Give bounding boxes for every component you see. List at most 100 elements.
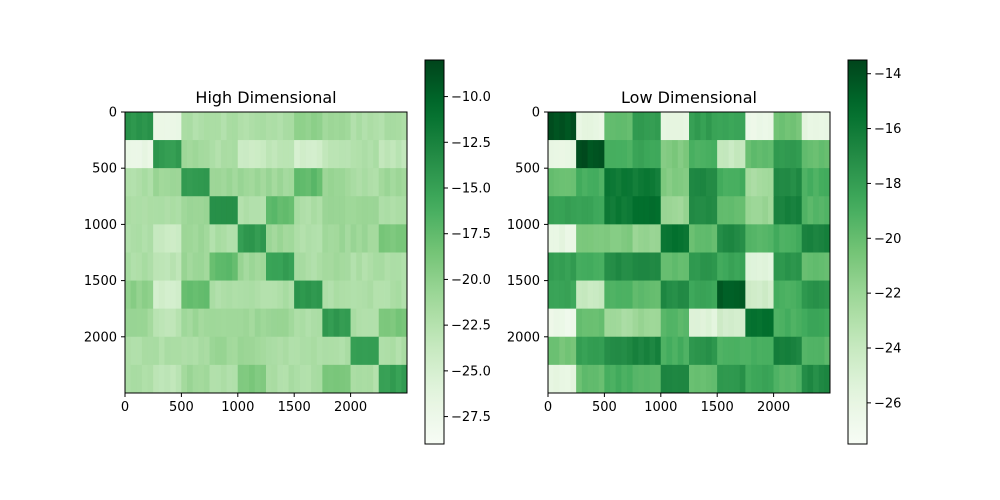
heatmap-texture bbox=[187, 140, 193, 169]
heatmap-texture bbox=[739, 336, 746, 366]
heatmap-texture bbox=[226, 168, 233, 197]
x-tick-label: 0 bbox=[544, 400, 552, 415]
y-axis: 0 500 1000 1500 2000 bbox=[507, 106, 548, 345]
heatmap-texture bbox=[756, 308, 763, 337]
heatmap-texture bbox=[643, 140, 650, 169]
heatmap-texture bbox=[548, 308, 554, 337]
heatmap-texture bbox=[147, 280, 154, 309]
heatmap-texture bbox=[655, 308, 661, 337]
heatmap-texture bbox=[192, 224, 199, 253]
heatmap-texture bbox=[689, 112, 695, 141]
heatmap-texture bbox=[361, 168, 368, 197]
heatmap-texture bbox=[694, 224, 701, 253]
heatmap-texture bbox=[226, 224, 233, 253]
heatmap-texture bbox=[294, 168, 301, 197]
heatmap-texture bbox=[615, 252, 622, 281]
heatmap-cells bbox=[125, 112, 408, 394]
heatmap-texture bbox=[164, 168, 171, 197]
heatmap-texture bbox=[187, 112, 193, 141]
heatmap-texture bbox=[807, 336, 814, 366]
heatmap-texture bbox=[790, 308, 797, 337]
heatmap-texture bbox=[141, 308, 148, 337]
heatmap-texture bbox=[632, 308, 639, 337]
heatmap-texture bbox=[734, 168, 740, 197]
heatmap-texture bbox=[170, 196, 176, 225]
colorbar-tick-label: −12.5 bbox=[451, 136, 491, 151]
heatmap-texture bbox=[187, 252, 193, 281]
heatmap-texture bbox=[181, 280, 188, 309]
heatmap-texture bbox=[254, 364, 261, 394]
heatmap-texture bbox=[299, 364, 306, 394]
heatmap-texture bbox=[649, 224, 656, 253]
heatmap-texture bbox=[266, 364, 272, 394]
heatmap-texture bbox=[175, 168, 182, 197]
heatmap-texture bbox=[390, 336, 396, 366]
heatmap-texture bbox=[350, 196, 357, 225]
heatmap-texture bbox=[705, 196, 712, 225]
heatmap-texture bbox=[401, 168, 408, 197]
heatmap-texture bbox=[299, 112, 306, 141]
heatmap-texture bbox=[243, 336, 250, 366]
heatmap-texture bbox=[378, 140, 385, 169]
heatmap-texture bbox=[175, 308, 182, 337]
plot-frame bbox=[547, 111, 831, 394]
heatmap-texture bbox=[339, 224, 346, 253]
heatmap-texture bbox=[401, 280, 408, 309]
heatmap-texture bbox=[170, 112, 176, 141]
heatmap-texture bbox=[260, 252, 267, 281]
heatmap-texture bbox=[243, 364, 250, 394]
heatmap-texture bbox=[344, 112, 351, 141]
heatmap-texture bbox=[288, 364, 295, 394]
heatmap-texture bbox=[328, 112, 334, 141]
heatmap-texture bbox=[734, 196, 740, 225]
heatmap-texture bbox=[378, 308, 385, 337]
heatmap-texture bbox=[390, 252, 396, 281]
heatmap-texture bbox=[751, 336, 757, 366]
heatmap-texture bbox=[367, 196, 374, 225]
heatmap-texture bbox=[818, 364, 825, 394]
heatmap-texture bbox=[192, 308, 199, 337]
heatmap-texture bbox=[773, 280, 780, 309]
heatmap-texture bbox=[762, 308, 769, 337]
heatmap-texture bbox=[344, 140, 351, 169]
heatmap-texture bbox=[361, 308, 368, 337]
heatmap-texture bbox=[728, 336, 735, 366]
heatmap-texture bbox=[294, 252, 301, 281]
heatmap-texture bbox=[593, 168, 599, 197]
heatmap-texture bbox=[390, 168, 396, 197]
heatmap-texture bbox=[553, 224, 560, 253]
heatmap-texture bbox=[643, 224, 650, 253]
heatmap-texture bbox=[700, 252, 707, 281]
heatmap-texture bbox=[305, 364, 312, 394]
heatmap-texture bbox=[390, 280, 396, 309]
heatmap-texture bbox=[333, 336, 340, 366]
heatmap-texture bbox=[130, 140, 137, 169]
chart-title: Low Dimensional bbox=[621, 88, 757, 107]
heatmap-texture bbox=[570, 280, 577, 309]
heatmap-texture bbox=[553, 364, 560, 394]
heatmap-texture bbox=[136, 364, 143, 394]
heatmap-texture bbox=[141, 336, 148, 366]
heatmap-texture bbox=[395, 168, 402, 197]
heatmap-texture bbox=[305, 224, 312, 253]
heatmap-texture bbox=[807, 140, 814, 169]
heatmap-texture bbox=[187, 168, 193, 197]
heatmap-texture bbox=[767, 280, 774, 309]
heatmap-texture bbox=[311, 280, 317, 309]
heatmap-texture bbox=[356, 112, 363, 141]
heatmap-texture bbox=[694, 364, 701, 394]
heatmap-texture bbox=[277, 140, 284, 169]
heatmap-texture bbox=[784, 364, 791, 394]
heatmap-texture bbox=[316, 112, 323, 141]
heatmap-texture bbox=[237, 280, 244, 309]
heatmap-texture bbox=[220, 224, 227, 253]
heatmap-texture bbox=[677, 252, 684, 281]
y-tick-label: 0 bbox=[109, 106, 117, 121]
x-tick-label: 2000 bbox=[334, 400, 367, 415]
heatmap-texture bbox=[717, 336, 724, 366]
heatmap-texture bbox=[192, 280, 199, 309]
heatmap-texture bbox=[299, 224, 306, 253]
heatmap-texture bbox=[243, 168, 250, 197]
heatmap-texture bbox=[209, 252, 216, 281]
heatmap-texture bbox=[672, 168, 678, 197]
